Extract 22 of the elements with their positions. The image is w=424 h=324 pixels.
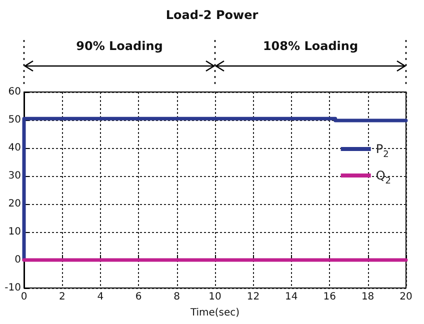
y-tick-label: -10 (4, 282, 21, 294)
chart-title: Load-2 Power (166, 8, 258, 22)
x-tick-label: 2 (59, 292, 66, 302)
y-tick-label: 20 (8, 198, 21, 210)
x-axis-title: Time(sec) (189, 308, 240, 318)
x-tick-label: 14 (285, 292, 298, 302)
x-tick-label: 10 (208, 292, 222, 302)
x-tick-label: 18 (361, 292, 374, 302)
y-tick-label: 10 (8, 226, 21, 238)
x-tick-label: 12 (246, 292, 260, 302)
y-tick-label: 40 (8, 142, 21, 154)
x-tick-label: 20 (400, 292, 412, 302)
y-tick-label: 50 (8, 114, 21, 126)
text: 90% Loading (76, 39, 163, 53)
y-tick-label: 0 (14, 254, 21, 266)
x-tick-label: 4 (97, 292, 104, 302)
x-tick-label: 16 (323, 292, 336, 302)
text: 108% Loading (262, 39, 358, 53)
x-tick-label: 8 (174, 292, 180, 302)
y-tick-label: 30 (8, 170, 21, 182)
y-tick-label: 60 (8, 86, 21, 98)
x-tick-label: 6 (135, 292, 142, 302)
